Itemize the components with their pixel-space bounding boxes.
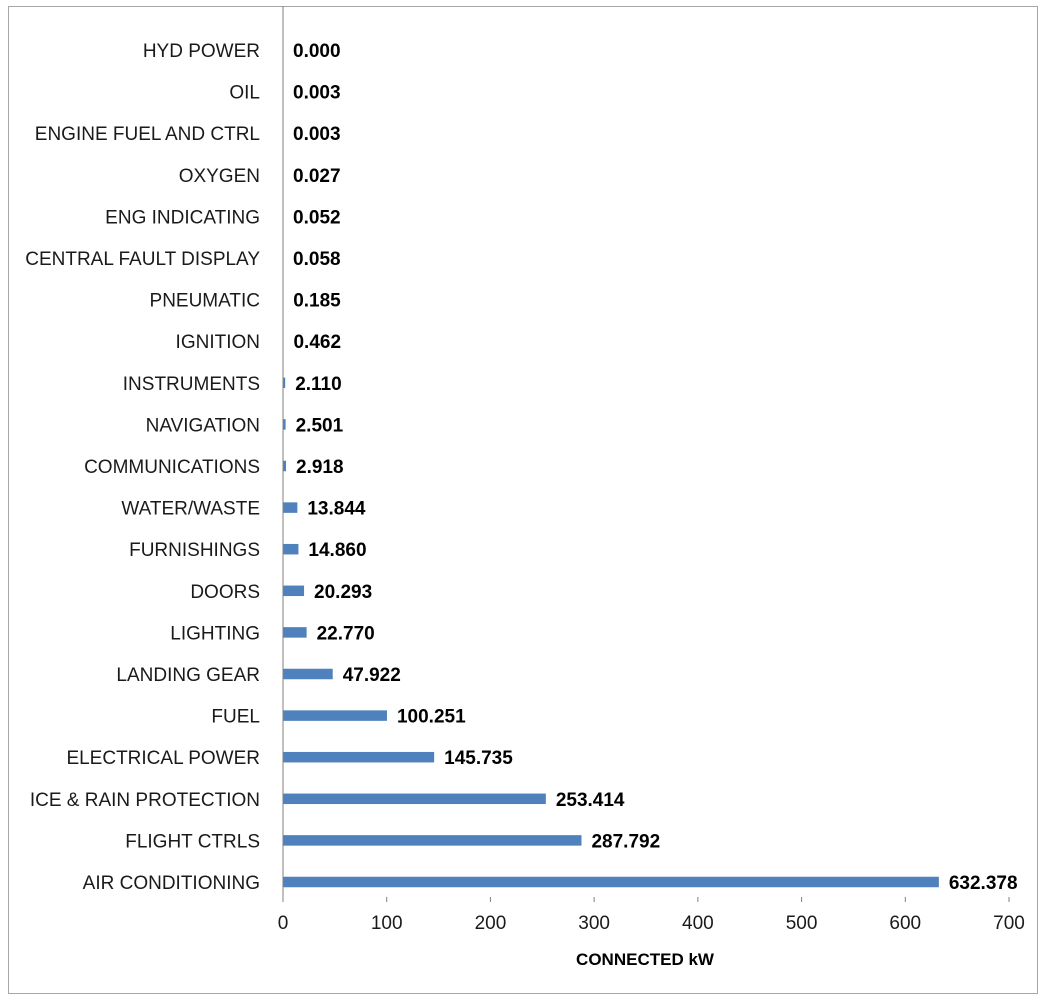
x-axis-title: CONNECTED kW [576, 950, 715, 969]
value-label: 287.792 [591, 831, 660, 852]
value-label: 0.003 [293, 124, 341, 145]
category-label: NAVIGATION [146, 415, 260, 436]
value-label: 0.462 [293, 332, 341, 353]
x-tick-label: 400 [682, 913, 714, 934]
category-label: ENGINE FUEL AND CTRL [35, 124, 260, 145]
category-label: IGNITION [176, 332, 260, 353]
value-label: 47.922 [343, 665, 401, 686]
category-label: AIR CONDITIONING [83, 873, 260, 894]
bar [283, 377, 286, 389]
category-labels-group: HYD POWER OIL ENGINE FUEL AND CTRL OXYGEN EN… [25, 41, 260, 894]
category-label: ICE & RAIN PROTECTION [30, 790, 260, 811]
category-label: DOORS [190, 582, 260, 603]
x-tick-label: 300 [578, 913, 610, 934]
value-label: 100.251 [397, 707, 466, 728]
category-label: FLIGHT CTRLS [125, 831, 260, 852]
category-label: ELECTRICAL POWER [66, 748, 260, 769]
value-label: 14.860 [308, 540, 366, 561]
category-label: CENTRAL FAULT DISPLAY [25, 249, 260, 270]
category-label: FURNISHINGS [129, 540, 260, 561]
value-label: 2.501 [296, 415, 344, 436]
bar [283, 627, 307, 638]
bar [283, 502, 298, 513]
bar [283, 460, 287, 472]
value-label: 0.000 [293, 41, 341, 62]
x-tick-label: 100 [371, 913, 403, 934]
bar [283, 585, 305, 597]
value-label: 2.110 [295, 374, 342, 395]
value-label: 0.027 [293, 166, 341, 187]
category-label: ENG INDICATING [105, 207, 260, 228]
x-ticks-group: 0 100 200 300 400 500 600 700 [278, 897, 1025, 934]
bar [283, 710, 387, 721]
value-labels-group: 0.000 0.003 0.003 0.027 0.052 0.058 0.185 0.462… [293, 41, 1018, 894]
value-label: 0.003 [293, 83, 341, 104]
x-tick-label: 600 [889, 913, 921, 934]
bar [283, 835, 582, 846]
bar [283, 793, 546, 805]
category-label: PNEUMATIC [150, 291, 260, 312]
x-tick-label: 500 [786, 913, 818, 934]
x-tick-label: 0 [278, 913, 289, 934]
value-label: 145.735 [444, 748, 513, 769]
category-label: HYD POWER [143, 41, 260, 62]
chart-frame [8, 6, 1038, 994]
bar [283, 543, 299, 555]
category-label: FUEL [211, 707, 260, 728]
x-tick-label: 200 [475, 913, 507, 934]
category-label: LANDING GEAR [116, 665, 260, 686]
value-label: 20.293 [314, 582, 372, 603]
category-label: COMMUNICATIONS [84, 457, 260, 478]
bars-group [283, 86, 939, 888]
value-label: 632.378 [949, 873, 1018, 894]
value-label: 0.052 [293, 207, 341, 228]
category-label: INSTRUMENTS [123, 374, 260, 395]
value-label: 13.844 [307, 499, 366, 520]
value-label: 253.414 [556, 790, 625, 811]
category-label: LIGHTING [170, 623, 260, 644]
bar [283, 751, 435, 763]
bar [283, 419, 286, 430]
value-label: 0.058 [293, 249, 341, 270]
value-label: 22.770 [317, 623, 375, 644]
category-label: OXYGEN [179, 166, 260, 187]
value-label: 2.918 [296, 457, 344, 478]
value-label: 0.185 [293, 291, 341, 312]
bar [283, 668, 333, 680]
bar [283, 876, 939, 888]
x-tick-label: 700 [993, 913, 1025, 934]
category-label: WATER/WASTE [121, 499, 260, 520]
category-label: OIL [229, 83, 260, 104]
